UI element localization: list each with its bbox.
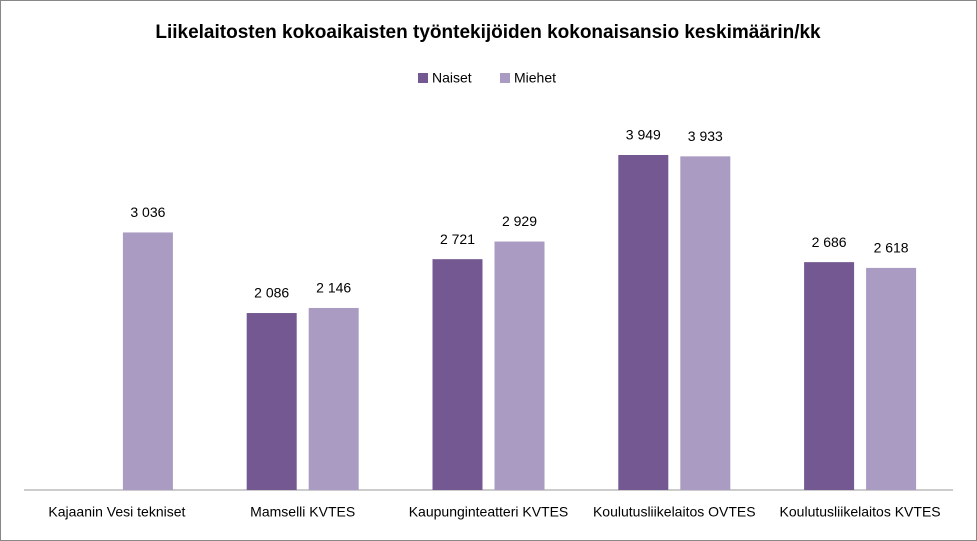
bar xyxy=(308,307,359,490)
value-label: 3 933 xyxy=(688,128,723,144)
value-label: 2 686 xyxy=(812,234,847,250)
value-label: 2 146 xyxy=(316,280,351,296)
bar xyxy=(680,156,731,490)
bar xyxy=(618,155,669,490)
value-label: 3 949 xyxy=(626,127,661,143)
bar xyxy=(432,259,483,490)
value-label: 3 036 xyxy=(130,204,165,220)
bar xyxy=(866,267,917,490)
x-tick-label: Kaupunginteatteri KVTES xyxy=(409,504,569,520)
value-label: 2 721 xyxy=(440,231,475,247)
legend-label: Naiset xyxy=(432,70,472,86)
value-label: 2 618 xyxy=(874,240,909,256)
x-tick-label: Koulutusliikelaitos OVTES xyxy=(593,504,756,520)
bar xyxy=(494,241,545,490)
bar xyxy=(122,232,173,491)
legend-label: Miehet xyxy=(514,70,556,86)
value-label: 2 929 xyxy=(502,213,537,229)
legend-swatch xyxy=(500,73,510,83)
bar xyxy=(246,313,297,490)
value-label: 2 086 xyxy=(254,285,289,301)
x-tick-label: Kajaanin Vesi tekniset xyxy=(48,504,185,520)
x-tick-label: Koulutusliikelaitos KVTES xyxy=(780,504,941,520)
legend-swatch xyxy=(418,73,428,83)
chart-title: Liikelaitosten kokoaikaisten työntekijöi… xyxy=(155,22,821,43)
x-tick-label: Mamselli KVTES xyxy=(250,504,355,520)
bar xyxy=(804,262,855,490)
